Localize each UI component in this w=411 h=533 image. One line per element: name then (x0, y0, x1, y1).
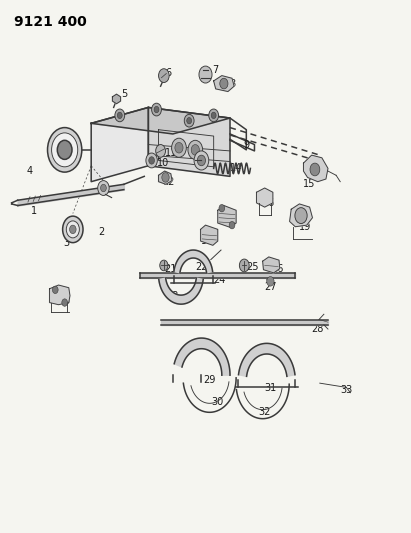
Text: 11: 11 (165, 148, 177, 158)
Text: 1: 1 (31, 206, 37, 216)
Text: 2: 2 (98, 227, 104, 237)
Text: 28: 28 (312, 324, 324, 334)
Circle shape (62, 299, 67, 306)
Text: 7: 7 (212, 66, 219, 75)
Text: 18: 18 (201, 236, 214, 246)
Circle shape (191, 144, 199, 155)
Circle shape (267, 277, 274, 286)
Circle shape (172, 138, 186, 157)
Text: 5: 5 (121, 89, 127, 99)
Polygon shape (214, 76, 234, 92)
Circle shape (209, 109, 219, 122)
Text: 32: 32 (259, 407, 271, 417)
Polygon shape (263, 257, 280, 273)
Circle shape (48, 127, 82, 172)
Text: 29: 29 (203, 375, 216, 385)
Circle shape (66, 221, 79, 238)
Circle shape (184, 114, 194, 127)
Polygon shape (201, 225, 218, 245)
Text: 24: 24 (214, 274, 226, 285)
Polygon shape (174, 250, 212, 273)
Text: 4: 4 (27, 166, 33, 176)
Circle shape (188, 140, 203, 159)
Circle shape (52, 133, 78, 167)
Text: 31: 31 (265, 383, 277, 393)
Polygon shape (159, 171, 172, 184)
Text: 6: 6 (166, 68, 172, 78)
Circle shape (156, 144, 166, 157)
Circle shape (295, 208, 307, 223)
Text: 9121 400: 9121 400 (14, 14, 86, 29)
Text: 3: 3 (64, 238, 70, 248)
Circle shape (219, 205, 225, 212)
Polygon shape (50, 285, 70, 305)
Text: 9: 9 (243, 140, 249, 150)
Polygon shape (148, 108, 230, 176)
Polygon shape (238, 343, 295, 376)
Circle shape (57, 140, 72, 159)
Circle shape (239, 259, 249, 272)
Text: 12: 12 (163, 176, 175, 187)
Polygon shape (218, 206, 236, 227)
Circle shape (175, 142, 183, 153)
Text: 30: 30 (212, 397, 224, 407)
Circle shape (187, 117, 192, 124)
Circle shape (197, 155, 206, 166)
Circle shape (149, 157, 155, 164)
Text: 10: 10 (157, 158, 169, 168)
Circle shape (152, 103, 162, 116)
Text: 27: 27 (265, 281, 277, 292)
Circle shape (117, 112, 122, 118)
Text: 33: 33 (340, 384, 353, 394)
Circle shape (220, 78, 228, 89)
Circle shape (98, 181, 109, 196)
Circle shape (69, 225, 76, 233)
Text: 8: 8 (229, 78, 235, 88)
Text: 20: 20 (58, 296, 71, 306)
Circle shape (154, 107, 159, 113)
Text: 22: 22 (195, 262, 208, 271)
Text: 16: 16 (263, 198, 275, 208)
Polygon shape (174, 338, 230, 375)
Circle shape (229, 221, 235, 229)
Text: 25: 25 (246, 262, 259, 271)
Text: 26: 26 (271, 264, 283, 274)
Polygon shape (290, 204, 312, 227)
Text: 15: 15 (303, 179, 316, 189)
Polygon shape (159, 278, 203, 304)
Circle shape (211, 112, 216, 118)
Circle shape (101, 184, 106, 192)
Polygon shape (256, 188, 273, 207)
Circle shape (115, 109, 125, 122)
Text: 23: 23 (166, 290, 179, 301)
Circle shape (62, 216, 83, 243)
Text: 17: 17 (222, 214, 234, 224)
Text: 21: 21 (165, 264, 177, 274)
Polygon shape (303, 155, 328, 182)
Polygon shape (91, 108, 148, 182)
Polygon shape (113, 94, 120, 104)
Circle shape (194, 151, 209, 170)
Circle shape (159, 69, 169, 83)
Circle shape (160, 260, 168, 271)
Text: 19: 19 (299, 222, 312, 232)
Circle shape (162, 173, 169, 182)
Text: 14: 14 (230, 164, 242, 173)
Text: 13: 13 (197, 156, 210, 165)
Circle shape (199, 66, 212, 83)
Circle shape (53, 286, 58, 294)
Circle shape (310, 163, 320, 176)
Polygon shape (91, 108, 230, 134)
Circle shape (146, 153, 157, 168)
